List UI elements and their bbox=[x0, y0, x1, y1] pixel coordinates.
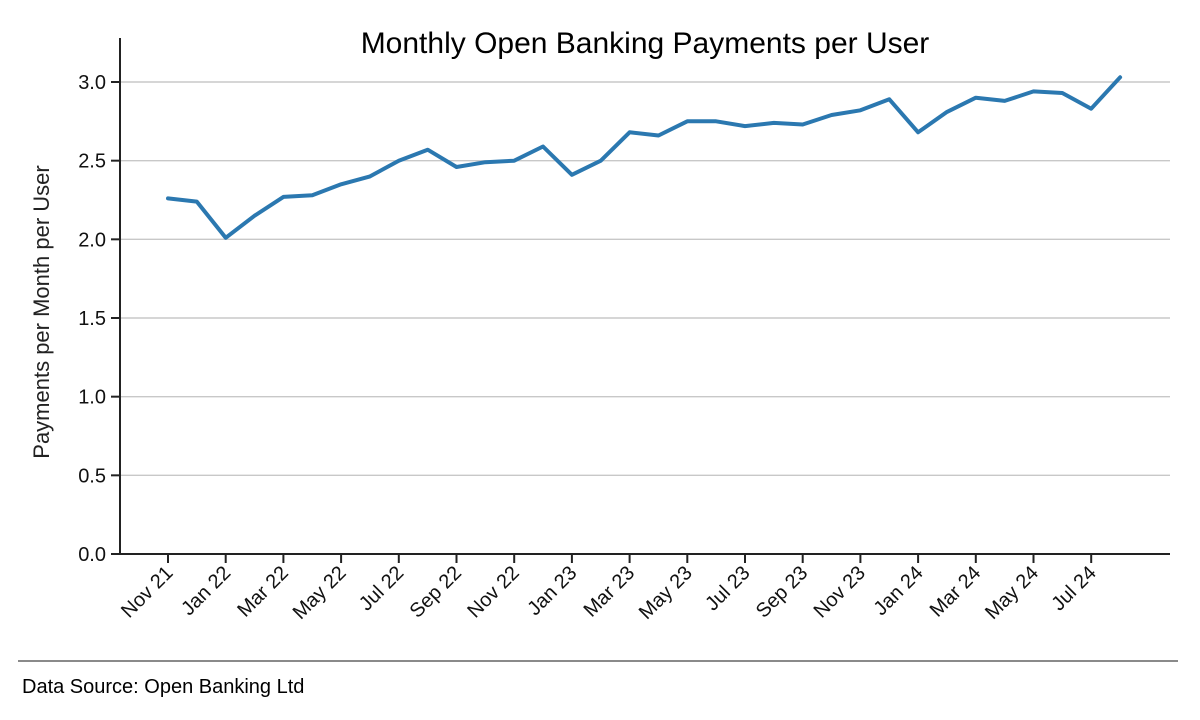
x-tick-label: Jan 22 bbox=[177, 562, 235, 620]
x-tick-label: Nov 21 bbox=[117, 562, 177, 622]
x-tick-label: Sep 23 bbox=[752, 562, 812, 622]
x-tick-label: Jan 24 bbox=[870, 562, 928, 620]
gridlines bbox=[120, 81, 1170, 477]
x-tick-label: May 24 bbox=[981, 562, 1043, 624]
y-tick-label: 1.0 bbox=[78, 387, 106, 409]
y-tick-label: 0.0 bbox=[78, 544, 106, 566]
x-tick-label: Mar 24 bbox=[926, 562, 986, 622]
x-tick-label: May 23 bbox=[635, 562, 697, 624]
footer-divider bbox=[18, 660, 1178, 662]
x-tick-label: Jul 24 bbox=[1047, 562, 1100, 615]
x-tick-label: Jul 22 bbox=[355, 562, 408, 615]
y-tick-label: 2.5 bbox=[78, 151, 106, 173]
x-tick-label: Mar 22 bbox=[233, 562, 293, 622]
y-tick-label: 1.5 bbox=[78, 308, 106, 330]
y-tick-label: 0.5 bbox=[78, 465, 106, 487]
x-tick-label: May 22 bbox=[289, 562, 351, 624]
series-line bbox=[166, 75, 1123, 240]
x-tick-label: Jul 23 bbox=[701, 562, 754, 615]
x-tick-label: Jan 23 bbox=[523, 562, 581, 620]
y-axis-label: Payments per Month per User bbox=[29, 165, 54, 458]
plot-area bbox=[166, 75, 1123, 240]
x-tick-label: Nov 23 bbox=[810, 562, 870, 622]
y-axis-ticks: 0.0 0.5 1.0 1.5 2.0 2.5 3.0 bbox=[78, 72, 120, 566]
x-tick-label: Sep 22 bbox=[406, 562, 466, 622]
data-source-note: Data Source: Open Banking Ltd bbox=[22, 676, 305, 698]
chart-title: Monthly Open Banking Payments per User bbox=[361, 27, 930, 60]
y-tick-label: 3.0 bbox=[78, 72, 106, 94]
x-tick-label: Mar 23 bbox=[580, 562, 640, 622]
y-tick-label: 2.0 bbox=[78, 229, 106, 251]
line-chart: Monthly Open Banking Payments per User P… bbox=[29, 27, 1170, 624]
x-tick-label: Nov 22 bbox=[463, 562, 523, 622]
